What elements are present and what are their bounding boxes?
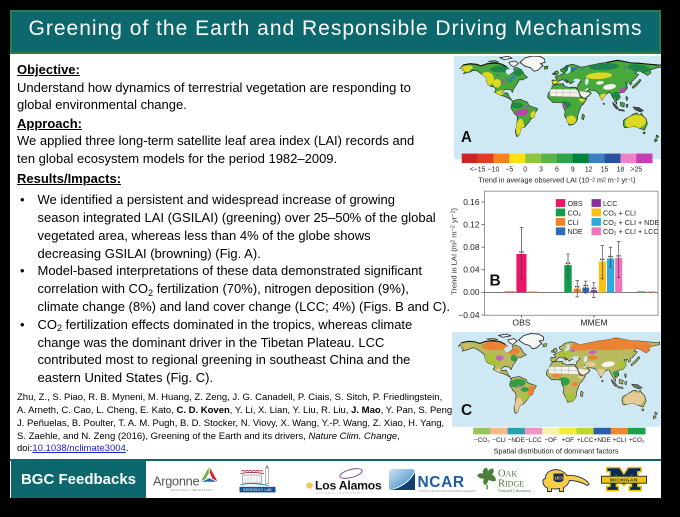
svg-text:Spatial distribution of domina: Spatial distribution of dominant factors bbox=[494, 447, 619, 456]
svg-text:NATIONAL LABORATORY: NATIONAL LABORATORY bbox=[171, 488, 214, 492]
svg-text:NATIONAL CENTER FOR ATMOSPHERI: NATIONAL CENTER FOR ATMOSPHERIC RESEARCH bbox=[419, 490, 477, 493]
svg-text:−NDE: −NDE bbox=[508, 437, 525, 444]
svg-text:>25: >25 bbox=[630, 165, 642, 173]
svg-text:OBS: OBS bbox=[568, 199, 583, 208]
svg-text:9: 9 bbox=[571, 165, 575, 173]
svg-text:Los Alamos: Los Alamos bbox=[315, 479, 382, 493]
svg-text:UCI: UCI bbox=[555, 476, 564, 482]
svg-text:CO₂ + CLI: CO₂ + CLI bbox=[603, 208, 636, 217]
svg-text:Trend in average observed LAI: Trend in average observed LAI (10−2 m2 m… bbox=[478, 175, 636, 184]
svg-text:3: 3 bbox=[539, 165, 543, 173]
svg-text:0.00: 0.00 bbox=[463, 287, 480, 297]
svg-text:−CLI: −CLI bbox=[492, 437, 506, 444]
svg-text:LCC: LCC bbox=[603, 199, 617, 208]
svg-text:−0.04: −0.04 bbox=[458, 310, 480, 320]
svg-text:NCAR: NCAR bbox=[418, 474, 465, 491]
svg-text:OBS: OBS bbox=[512, 318, 530, 327]
svg-text:6: 6 bbox=[555, 165, 559, 173]
svg-text:−OF: −OF bbox=[545, 437, 558, 444]
svg-text:+OF: +OF bbox=[562, 437, 575, 444]
svg-text:RIDGE: RIDGE bbox=[498, 479, 524, 490]
svg-text:CO₂ + CLI + LCC: CO₂ + CLI + LCC bbox=[603, 227, 659, 236]
svg-text:0.16: 0.16 bbox=[463, 197, 480, 207]
svg-text:A: A bbox=[461, 128, 472, 146]
svg-text:12: 12 bbox=[585, 165, 593, 173]
svg-text:−5: −5 bbox=[505, 165, 513, 173]
svg-text:NDE: NDE bbox=[568, 227, 583, 236]
svg-text:+LCC: +LCC bbox=[577, 437, 594, 444]
svg-text:+CLI: +CLI bbox=[613, 437, 627, 444]
svg-text:BERKELEY LAB: BERKELEY LAB bbox=[243, 488, 272, 492]
svg-text:B: B bbox=[490, 273, 501, 290]
svg-text:CO₂ + CLI + NDE: CO₂ + CLI + NDE bbox=[603, 218, 660, 227]
svg-text:CO₂: CO₂ bbox=[568, 208, 582, 217]
svg-text:Trend in LAI (m2 m−2 yr−1): Trend in LAI (m2 m−2 yr−1) bbox=[450, 207, 459, 295]
svg-text:<−15: <−15 bbox=[470, 165, 486, 173]
svg-text:0.12: 0.12 bbox=[463, 219, 480, 229]
svg-text:C: C bbox=[461, 402, 472, 419]
svg-text:MICHIGAN: MICHIGAN bbox=[610, 477, 638, 482]
svg-text:NATIONAL LABORATORY: NATIONAL LABORATORY bbox=[316, 491, 363, 495]
svg-text:−10: −10 bbox=[487, 165, 499, 173]
svg-text:15: 15 bbox=[601, 165, 609, 173]
svg-text:CLI: CLI bbox=[568, 218, 579, 227]
svg-text:MMEM: MMEM bbox=[580, 318, 607, 327]
svg-text:+NDE: +NDE bbox=[594, 437, 611, 444]
svg-text:0.08: 0.08 bbox=[463, 242, 480, 252]
svg-text:18: 18 bbox=[616, 165, 624, 173]
svg-text:−CO₂: −CO₂ bbox=[474, 437, 490, 444]
svg-text:−LCC: −LCC bbox=[525, 437, 542, 444]
svg-text:0: 0 bbox=[523, 165, 527, 173]
svg-text:OAK: OAK bbox=[498, 469, 517, 480]
svg-text:0.04: 0.04 bbox=[463, 265, 480, 275]
svg-text:+CO₂: +CO₂ bbox=[629, 437, 645, 444]
svg-text:National Laboratory: National Laboratory bbox=[498, 488, 532, 493]
svg-text:Argonne: Argonne bbox=[153, 474, 199, 489]
